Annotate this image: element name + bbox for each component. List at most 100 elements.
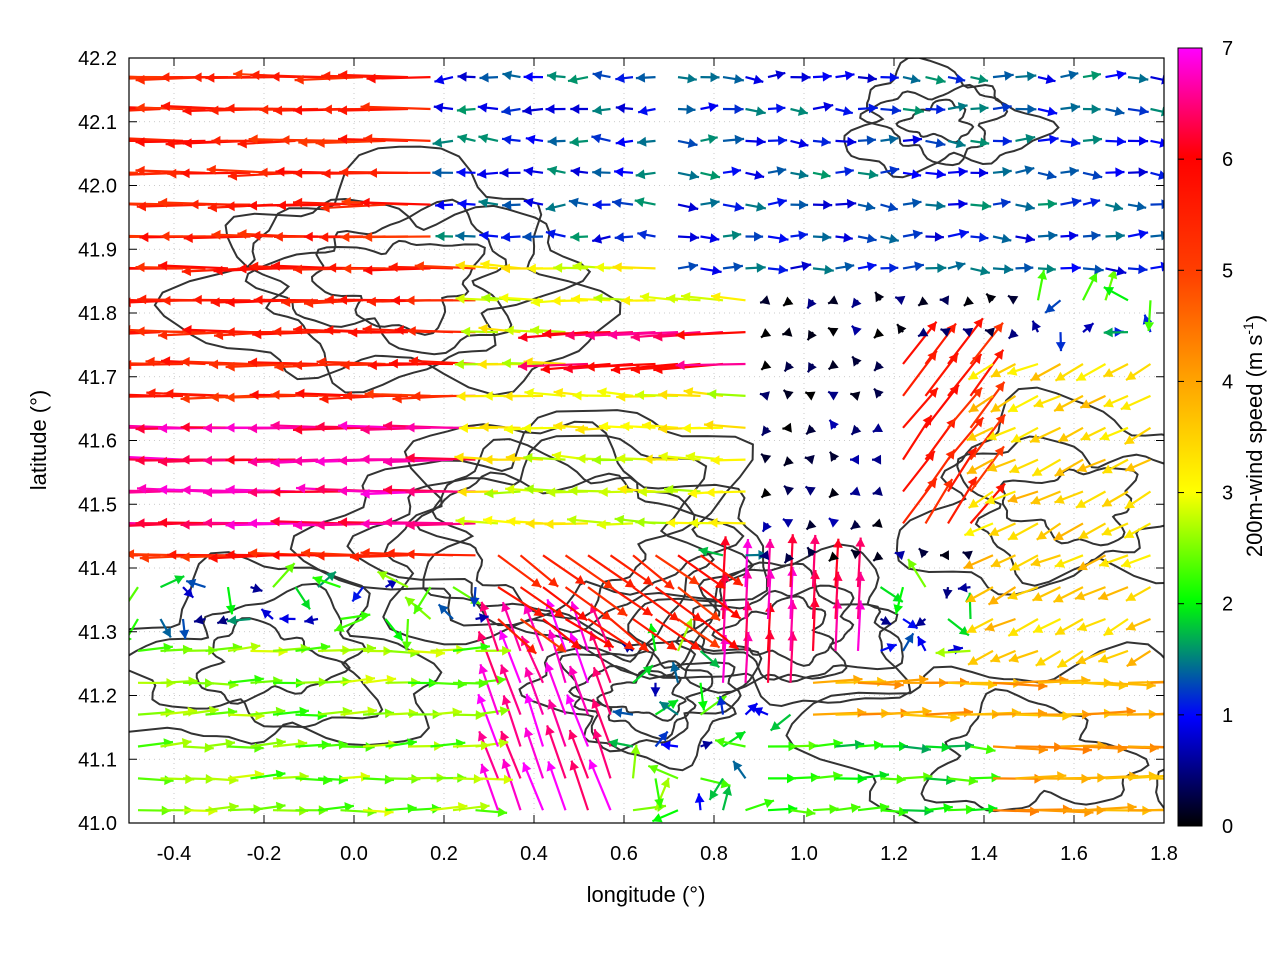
wind-arrow-head — [250, 642, 261, 652]
wind-arrow-head — [770, 721, 781, 731]
wind-arrow-head — [958, 199, 968, 209]
wind-arrow-head — [530, 325, 540, 336]
wind-arrow-head — [293, 360, 303, 371]
wind-arrow-shaft — [388, 362, 454, 366]
wind-arrow-head — [71, 70, 80, 80]
wind-arrow-head — [653, 331, 663, 342]
wind-arrow-head — [797, 106, 808, 116]
wind-arrow-head — [118, 199, 127, 209]
contour-line — [627, 543, 912, 708]
wind-arrow-head — [593, 293, 603, 304]
wind-arrow-shaft — [270, 393, 341, 397]
wind-arrow-shaft — [502, 695, 522, 747]
wind-arrow-head — [479, 601, 490, 612]
wind-arrow-head — [68, 166, 77, 176]
wind-arrow-head — [588, 759, 598, 770]
wind-arrow-head — [237, 229, 247, 239]
wind-arrow-head — [479, 422, 489, 432]
wind-arrow-head — [179, 629, 190, 640]
wind-arrow-head — [597, 387, 607, 398]
wind-arrow-shaft — [566, 694, 590, 747]
wind-arrow-head — [411, 391, 421, 402]
wind-arrow-head — [553, 262, 563, 273]
wind-arrow-head — [621, 295, 631, 306]
wind-arrow-head — [524, 484, 534, 495]
wind-arrow-head — [293, 424, 303, 435]
wind-arrow-head — [1077, 622, 1088, 632]
wind-arrow-head — [68, 423, 77, 433]
wind-arrow-head — [383, 517, 393, 528]
wind-arrow-head — [688, 575, 699, 585]
wind-arrow-head — [158, 197, 168, 208]
wind-arrow-head — [136, 201, 146, 212]
wind-arrow-head — [658, 423, 668, 434]
wind-arrow-head — [406, 326, 416, 336]
wind-arrow-head — [469, 597, 480, 607]
wind-arrow-head — [1008, 295, 1019, 305]
wind-arrow-head — [824, 264, 834, 275]
wind-arrow-head — [338, 486, 347, 496]
wind-arrow-head — [776, 197, 787, 208]
y-tick-label: 41.3 — [78, 622, 117, 644]
wind-arrow-head — [501, 759, 511, 770]
contour-line — [153, 145, 622, 397]
wind-arrow-head — [851, 424, 862, 435]
wind-arrow-head — [1115, 231, 1125, 241]
wind-arrow-head — [968, 403, 980, 413]
wind-arrow-head — [503, 774, 513, 785]
wind-arrow-head — [988, 595, 999, 605]
wind-arrow-head — [338, 295, 347, 305]
wind-arrow-head — [1054, 494, 1065, 504]
wind-arrow-shaft — [947, 317, 984, 365]
wind-arrow-head — [158, 423, 168, 434]
wind-arrow-shaft — [517, 362, 589, 368]
wind-arrow-head — [847, 136, 857, 147]
wind-arrow-head — [801, 72, 811, 83]
wind-arrow-head — [979, 137, 990, 148]
wind-arrow-head — [637, 136, 647, 147]
wind-arrow-shaft — [588, 759, 612, 811]
wind-arrow-head — [478, 731, 488, 742]
wind-arrow-head — [181, 485, 191, 495]
wind-arrow-head — [1103, 626, 1114, 636]
wind-arrow-head — [754, 170, 765, 180]
wind-arrow-head — [1008, 403, 1019, 412]
wind-arrow-head — [730, 609, 741, 619]
wind-arrow-head — [1055, 625, 1066, 635]
wind-arrow-head — [252, 583, 263, 593]
wind-arrow-head — [886, 643, 897, 653]
wind-arrow-head — [208, 553, 218, 563]
wind-arrow-head — [315, 456, 325, 467]
wind-arrow-head — [968, 498, 979, 508]
wind-arrow-shaft — [1150, 777, 1164, 780]
colorbar-tick-label: 5 — [1222, 260, 1233, 282]
wind-arrow-head — [315, 550, 325, 561]
wind-arrow-head — [829, 804, 839, 815]
wind-arrow-head — [1080, 399, 1091, 409]
wind-arrow-head — [476, 694, 487, 705]
wind-arrow-head — [720, 778, 731, 789]
wind-arrow-head — [1158, 170, 1164, 180]
wind-arrow-head — [205, 72, 215, 83]
wind-arrow-head — [319, 232, 329, 243]
wind-arrow-head — [293, 324, 303, 335]
wind-arrow-head — [807, 547, 817, 558]
wind-arrow-shaft — [477, 693, 500, 747]
wind-arrow-head — [182, 105, 192, 116]
wind-arrow-head — [1036, 530, 1047, 540]
wind-arrow-head — [753, 74, 764, 85]
wind-arrow-head — [756, 262, 766, 273]
wind-arrow-shaft — [349, 554, 409, 559]
wind-arrow-head — [321, 71, 331, 81]
wind-arrow-shaft — [610, 362, 679, 372]
wind-arrow-head — [118, 392, 127, 402]
wind-arrow-head — [248, 357, 258, 368]
wind-arrow-head — [252, 329, 262, 340]
wind-arrow-head — [1139, 105, 1149, 116]
wind-arrow-head — [778, 264, 788, 275]
wind-arrow-head — [1114, 106, 1125, 117]
wind-arrow-head — [180, 552, 190, 562]
wind-arrow-head — [225, 297, 235, 308]
wind-arrow-head — [966, 465, 978, 474]
